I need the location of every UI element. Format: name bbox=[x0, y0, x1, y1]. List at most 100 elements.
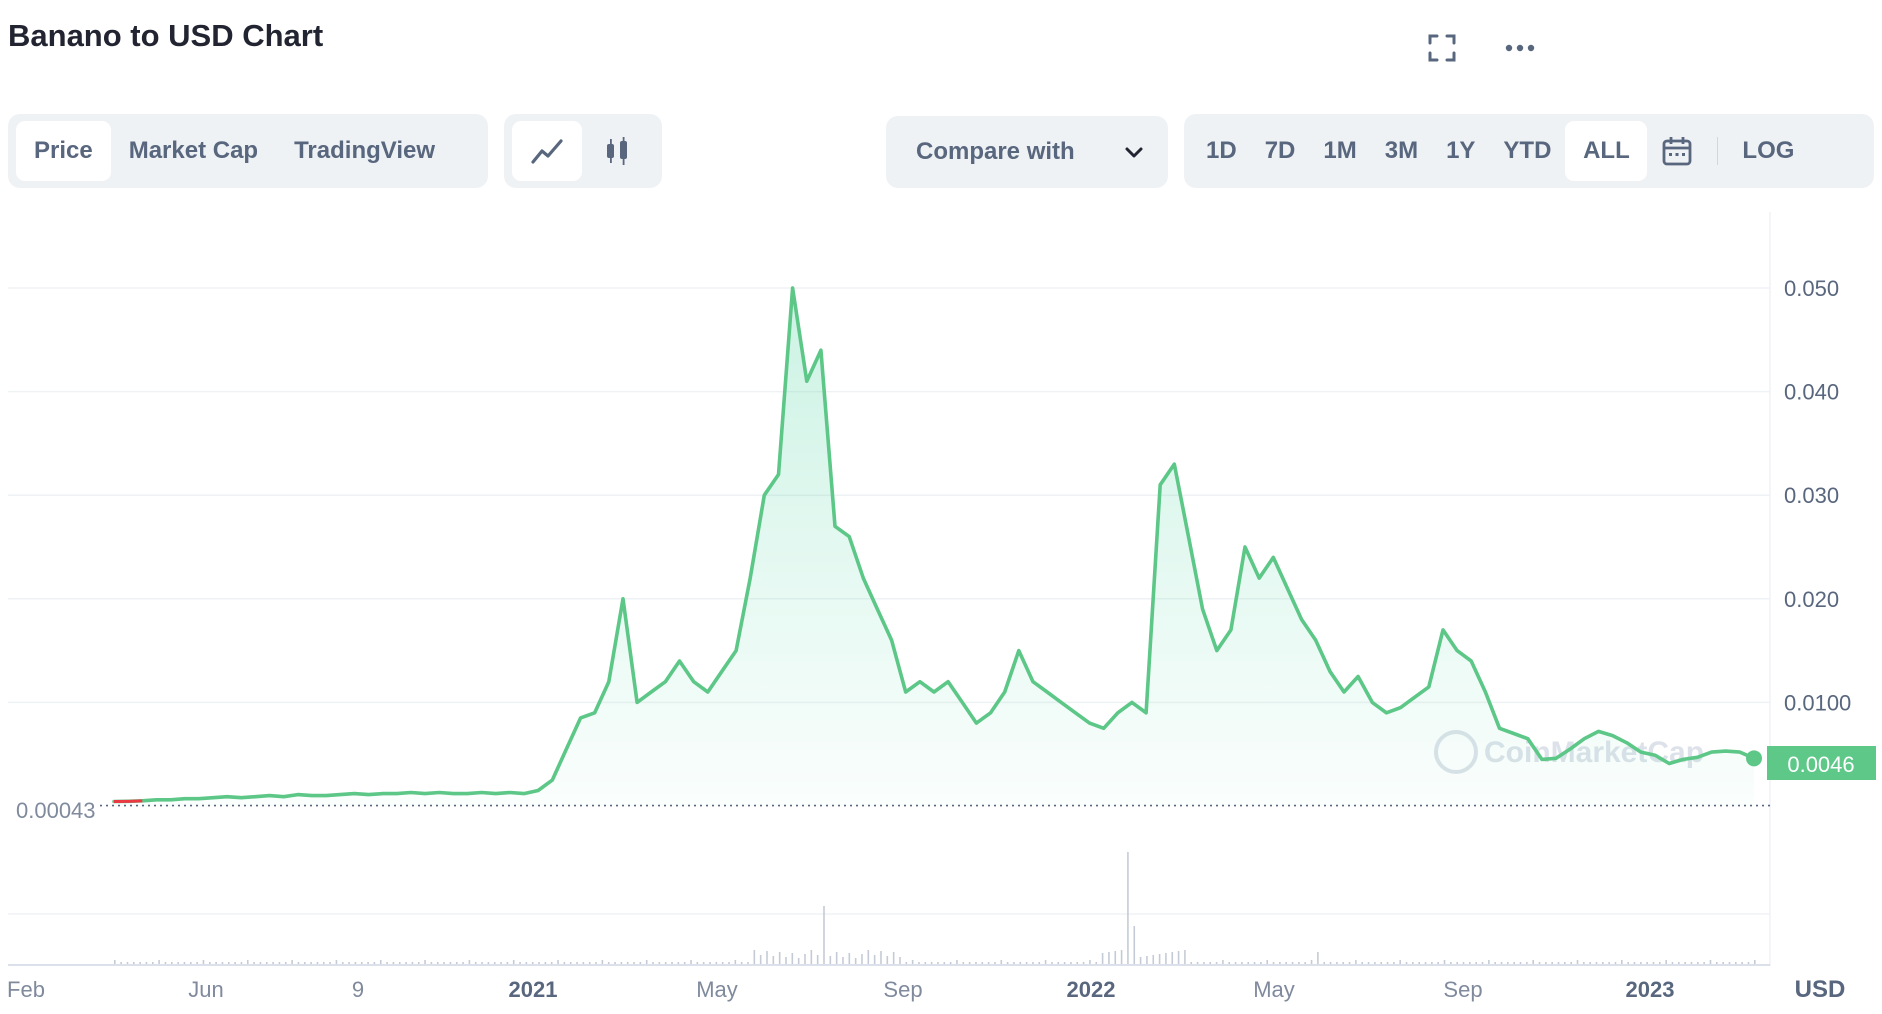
volume-bar bbox=[1735, 962, 1737, 964]
volume-bar bbox=[1108, 952, 1110, 964]
volume-bar bbox=[1006, 962, 1009, 964]
volume-bar bbox=[671, 962, 673, 964]
x-tick-label: 2023 bbox=[1626, 977, 1675, 1002]
volume-bar bbox=[1304, 962, 1307, 964]
volume-bar bbox=[1190, 962, 1193, 964]
range-1y[interactable]: 1Y bbox=[1446, 137, 1476, 164]
range-ytd[interactable]: YTD bbox=[1503, 137, 1552, 164]
volume-bar bbox=[588, 962, 591, 964]
volume-bar bbox=[297, 962, 300, 964]
volume-bar bbox=[1070, 962, 1072, 964]
volume-bar bbox=[664, 962, 667, 964]
tab-price[interactable]: Price bbox=[16, 121, 111, 181]
range-1m[interactable]: 1M bbox=[1323, 137, 1357, 164]
volume-bar bbox=[335, 960, 338, 964]
page-title: Banano to USD Chart bbox=[8, 18, 324, 53]
x-tick-label: May bbox=[1253, 977, 1295, 1002]
volume-bar bbox=[740, 962, 743, 964]
volume-bar bbox=[158, 960, 160, 964]
volume-bar bbox=[544, 962, 547, 964]
volume-bar bbox=[449, 962, 452, 964]
range-7d[interactable]: 7D bbox=[1264, 137, 1296, 164]
volume-bar bbox=[614, 962, 616, 964]
volume-bar bbox=[696, 962, 699, 964]
volume-bar bbox=[1051, 962, 1053, 964]
volume-bar bbox=[538, 962, 540, 964]
volume-bar bbox=[329, 962, 331, 964]
log-scale-button[interactable]: LOG bbox=[1742, 137, 1795, 164]
volume-bar bbox=[196, 962, 198, 964]
volume-bar bbox=[816, 955, 819, 964]
volume-bar bbox=[1488, 960, 1490, 964]
volume-bar bbox=[284, 962, 287, 964]
volume-bar bbox=[1437, 962, 1439, 964]
volume-bar bbox=[424, 960, 426, 964]
line-chart-button[interactable] bbox=[512, 121, 582, 181]
compare-with-label: Compare with bbox=[916, 138, 1075, 165]
volume-bar bbox=[481, 962, 483, 964]
candlestick-icon bbox=[607, 137, 627, 165]
volume-bar bbox=[709, 962, 711, 964]
candlestick-button[interactable] bbox=[582, 121, 652, 181]
volume-bar bbox=[937, 962, 939, 964]
volume-bar bbox=[1589, 962, 1591, 964]
volume-bar bbox=[1595, 962, 1598, 964]
volume-bar bbox=[1690, 962, 1693, 964]
volume-bar bbox=[1621, 960, 1623, 964]
volume-bar bbox=[1146, 956, 1148, 964]
volume-bar bbox=[379, 960, 382, 964]
volume-bar bbox=[905, 962, 908, 964]
volume-bar bbox=[797, 958, 800, 964]
volume-bar bbox=[1481, 962, 1484, 964]
volume-bar bbox=[924, 962, 927, 964]
volume-bar bbox=[557, 960, 559, 964]
range-3m[interactable]: 3M bbox=[1384, 137, 1419, 164]
volume-bar bbox=[899, 957, 901, 964]
volume-bar bbox=[981, 962, 984, 964]
volume-bar bbox=[354, 962, 357, 964]
fullscreen-icon[interactable] bbox=[1424, 30, 1460, 66]
range-all[interactable]: ALL bbox=[1565, 121, 1648, 181]
volume-bar bbox=[1025, 962, 1028, 964]
volume-bar bbox=[443, 962, 445, 964]
volume-bar bbox=[1272, 962, 1275, 964]
volume-bar bbox=[1184, 950, 1186, 964]
volume-bar bbox=[525, 962, 528, 964]
volume-bar bbox=[683, 962, 686, 964]
volume-bar bbox=[968, 962, 971, 964]
chevron-down-icon bbox=[1125, 147, 1143, 158]
volume-bar bbox=[1557, 962, 1560, 964]
volume-bar bbox=[595, 962, 597, 964]
x-tick-label: 2021 bbox=[509, 977, 558, 1002]
y-tick-label: 0.030 bbox=[1784, 483, 1839, 508]
tab-tradingview[interactable]: TradingView bbox=[294, 137, 436, 164]
range-1d[interactable]: 1D bbox=[1206, 137, 1237, 164]
volume-bar bbox=[1494, 962, 1496, 964]
volume-bar bbox=[360, 962, 363, 964]
volume-bar bbox=[1754, 960, 1756, 964]
compare-with-dropdown[interactable]: Compare with bbox=[886, 116, 1168, 188]
toolbar-divider bbox=[1717, 137, 1719, 165]
y-tick-label: 0.040 bbox=[1784, 380, 1839, 405]
volume-bar bbox=[1418, 962, 1421, 964]
more-dots-icon[interactable] bbox=[1502, 30, 1538, 66]
volume-bar bbox=[1266, 960, 1269, 964]
volume-bar bbox=[1013, 962, 1015, 964]
volume-bar bbox=[1570, 962, 1572, 964]
volume-bar bbox=[702, 962, 705, 964]
tab-market-cap[interactable]: Market Cap bbox=[128, 137, 259, 164]
calendar-icon bbox=[1663, 137, 1692, 166]
volume-bar bbox=[1000, 960, 1003, 964]
x-tick-label: Feb bbox=[7, 977, 45, 1002]
volume-bar bbox=[1209, 962, 1212, 964]
calendar-button[interactable] bbox=[1647, 121, 1707, 181]
volume-bar bbox=[1374, 962, 1376, 964]
volume-bar bbox=[1298, 962, 1300, 964]
volume-bar bbox=[474, 962, 477, 964]
volume-bar bbox=[303, 962, 306, 964]
volume-bar bbox=[114, 960, 116, 964]
volume-bar bbox=[1538, 962, 1541, 964]
x-tick-label: 9 bbox=[352, 977, 364, 1002]
volume-bar bbox=[177, 962, 179, 964]
volume-bar bbox=[1165, 953, 1167, 964]
